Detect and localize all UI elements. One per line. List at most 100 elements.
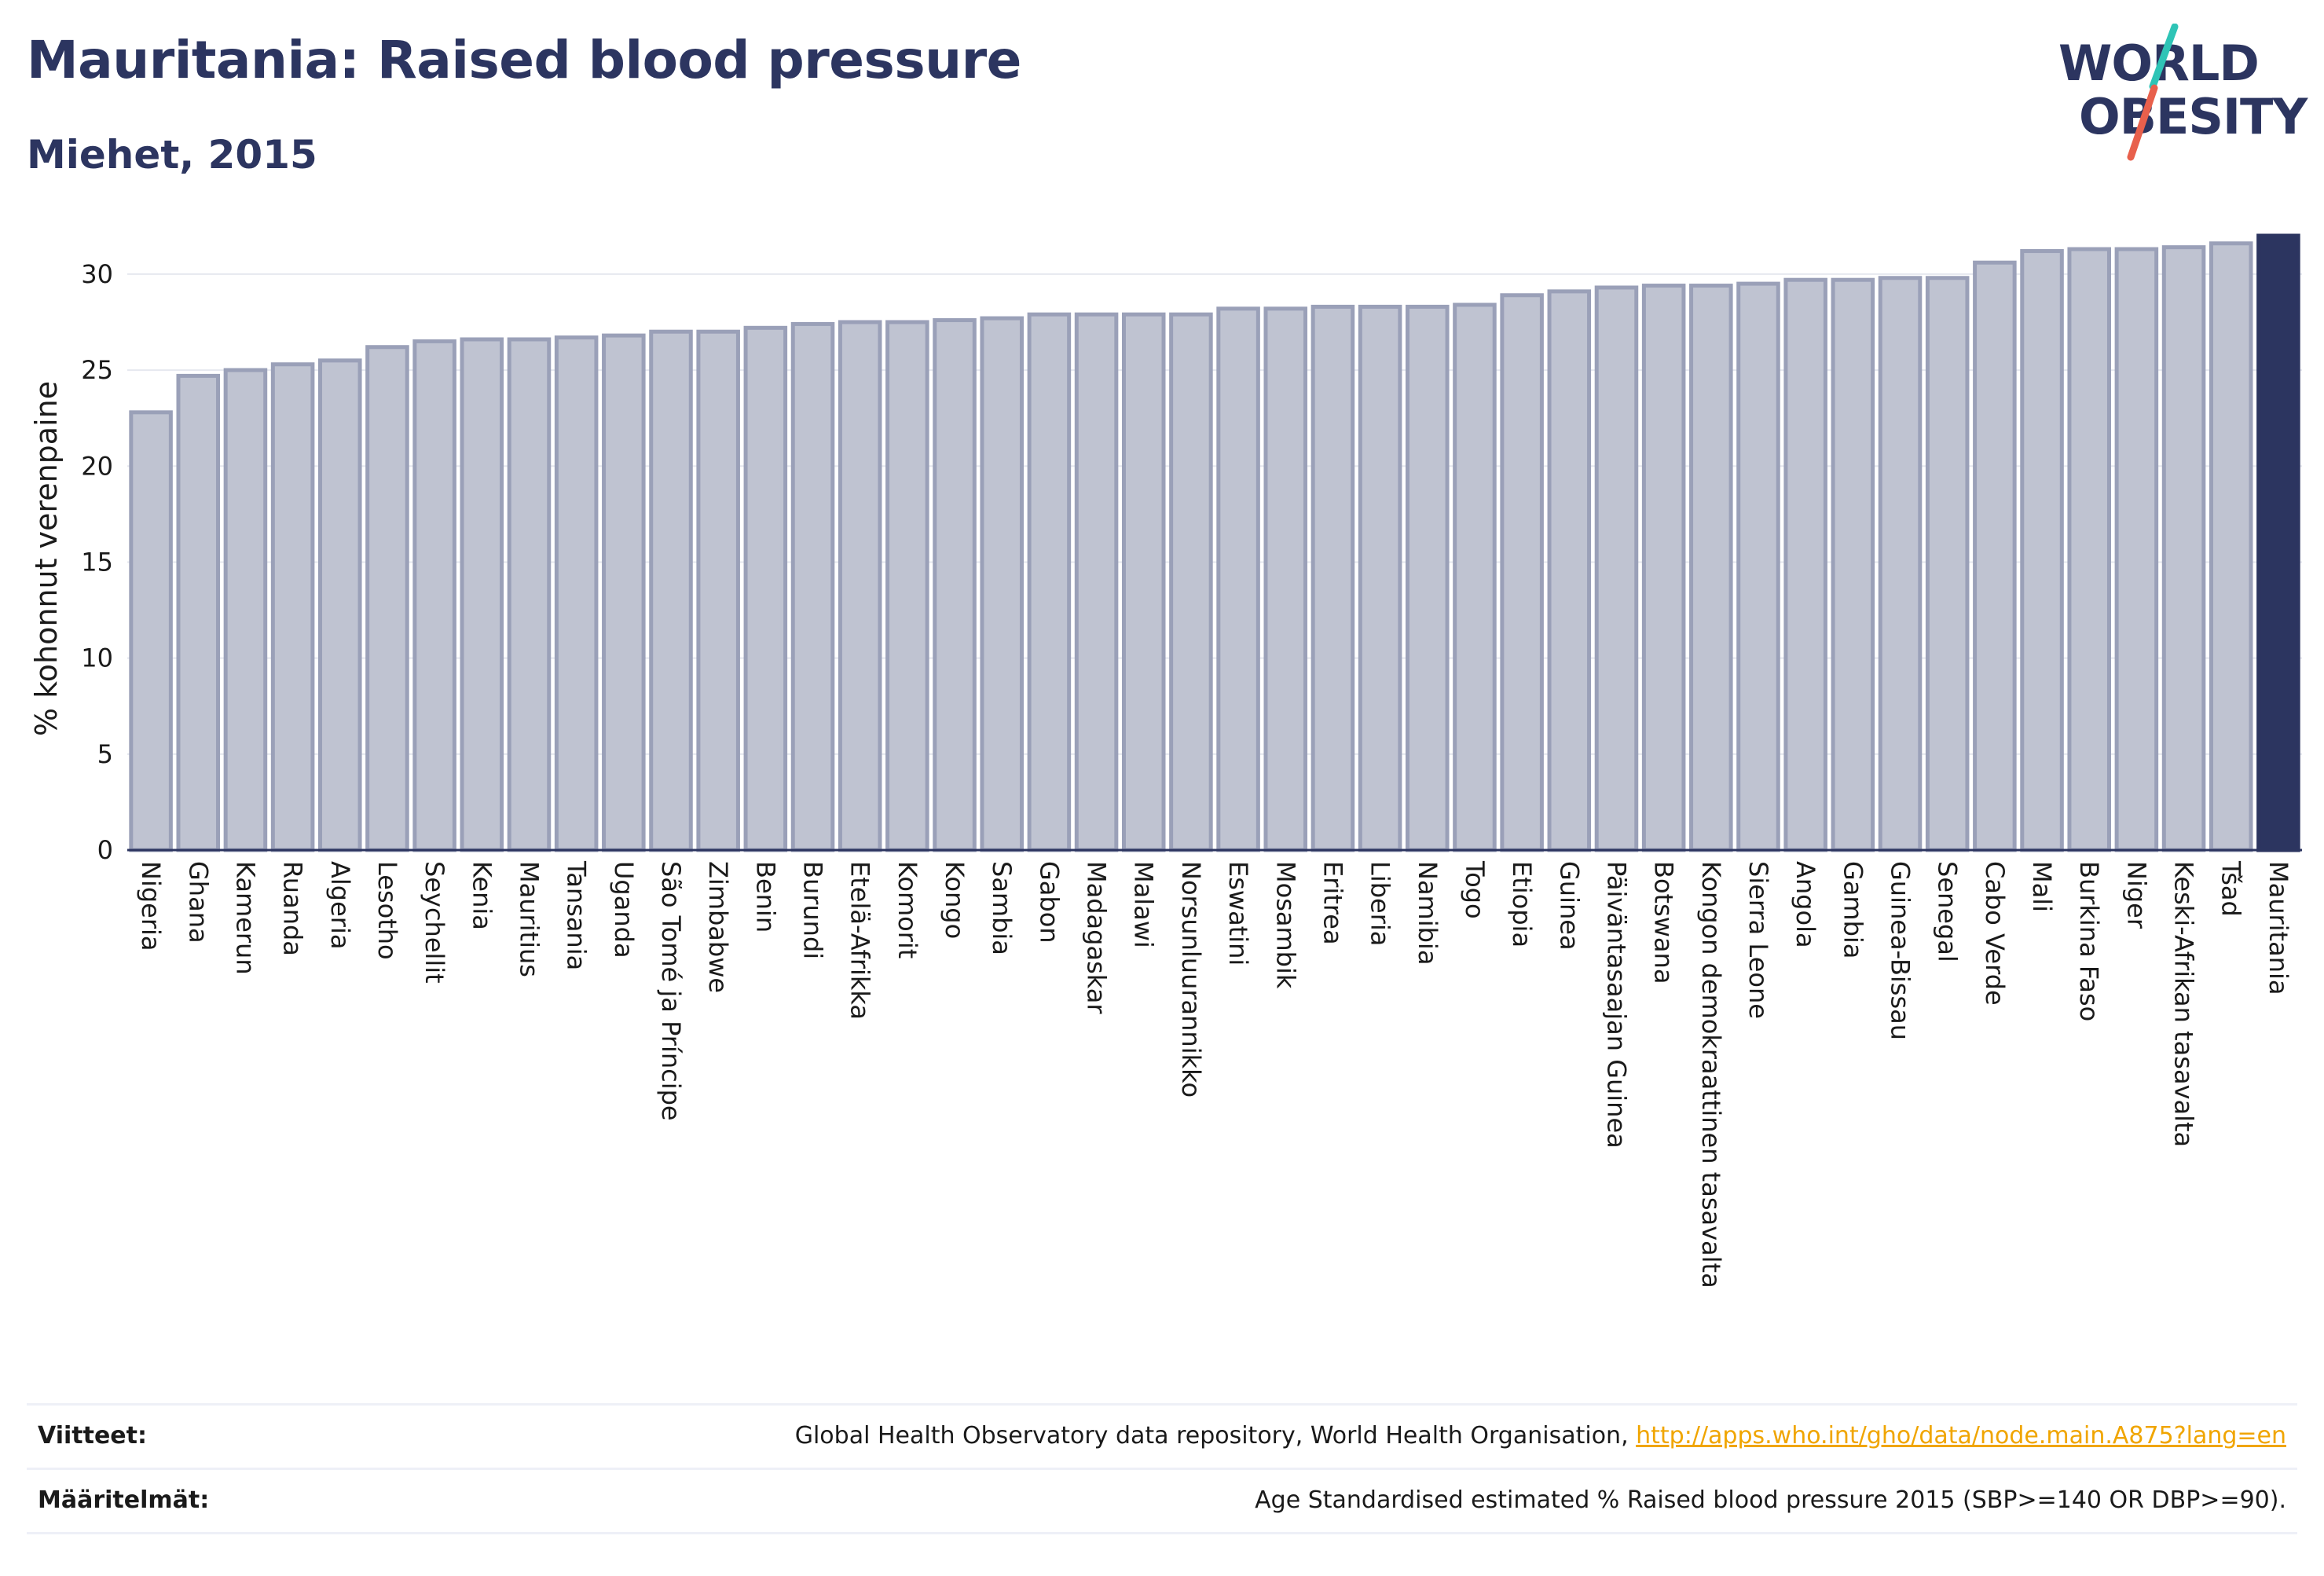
x-tick-label: Eritrea (1318, 861, 1347, 945)
sources-link[interactable]: http://apps.who.int/gho/data/node.main.A… (1636, 1422, 2286, 1450)
bar-guinea (1547, 289, 1592, 852)
bar-nigeria (129, 410, 173, 852)
bar-komorit (885, 320, 929, 852)
x-tick-label: Sambia (987, 861, 1017, 955)
logo-line-2: OBESITY (2079, 88, 2308, 145)
sources-label: Viitteet: (38, 1422, 147, 1450)
x-tick-label: Togo (1460, 860, 1490, 919)
y-tick-label: 25 (81, 355, 113, 385)
y-tick-label: 5 (97, 739, 113, 769)
bar-madagaskar (1074, 312, 1119, 852)
x-tick-label: Niger (2121, 861, 2151, 929)
x-tick-label: Malawi (1129, 861, 1159, 948)
bar-mauritius (507, 337, 552, 852)
x-tick-label: Liberia (1365, 861, 1395, 946)
chart-subtitle: Miehet, 2015 (27, 132, 317, 178)
x-tick-label: Namibia (1413, 861, 1442, 965)
x-tick-label: Burundi (798, 861, 828, 959)
x-tick-label: Seychellit (420, 861, 449, 984)
x-tick-label: Mauritania (2264, 861, 2293, 995)
y-tick-label: 20 (81, 451, 113, 481)
bars (129, 233, 2300, 852)
bar-lesotho (365, 345, 409, 852)
bar-algeria (318, 358, 362, 852)
x-tick-label: Etelä-Afrikka (845, 861, 875, 1020)
x-tick-label: Guinea-Bissau (1886, 861, 1915, 1040)
x-tick-label: Komorit (893, 861, 922, 958)
chart-title: Mauritania: Raised blood pressure (27, 30, 1021, 90)
y-axis-label: % kohonnut verenpaine (29, 381, 64, 736)
bar-namibia (1406, 304, 1450, 852)
x-tick-label: Etiopia (1507, 861, 1537, 947)
x-tick-label: Burkina Faso (2074, 861, 2104, 1021)
bar-norsunluurannikko (1169, 312, 1213, 852)
bar-senegal (1925, 276, 1970, 852)
logo-slash-icon (2127, 24, 2179, 161)
bar-niger (2114, 247, 2159, 852)
sources-text: Global Health Observatory data repositor… (794, 1422, 1637, 1450)
x-tick-label: Madagaskar (1082, 861, 1112, 1014)
x-tick-label: Mosambik (1270, 861, 1300, 989)
bar-sambia (980, 316, 1024, 852)
definitions-label: Määritelmät: (38, 1486, 210, 1514)
x-tick-label: Lesotho (372, 861, 402, 960)
x-tick-label: Mali (2027, 861, 2057, 912)
x-tick-label: Botswana (1649, 861, 1679, 984)
x-tick-label: Ruanda (278, 861, 308, 956)
bar-mosambik (1263, 306, 1308, 852)
x-tick-label: Tšad (2216, 860, 2246, 917)
x-tick-label: São Tomé ja Príncipe (656, 861, 686, 1121)
bar-botswana (1641, 284, 1686, 852)
x-tick-label: Algeria (325, 861, 355, 949)
sources-value: Global Health Observatory data repositor… (795, 1422, 2286, 1450)
y-axis-ticks: 0 5 10 15 20 25 30 (81, 259, 113, 865)
bar-liberia (1358, 304, 1402, 852)
x-tick-label: Cabo Verde (1980, 861, 2010, 1006)
bar-benin (743, 325, 788, 852)
x-tick-label: Kenia (467, 861, 497, 930)
x-tick-label: Gabon (1034, 861, 1064, 944)
x-tick-label: Norsunluurannikko (1176, 861, 1206, 1098)
bar-eswatini (1216, 306, 1260, 852)
bar-zimbabwe (696, 329, 740, 852)
bar-s-o-tom-ja-pr-ncipe (649, 329, 693, 852)
x-tick-label: Ghana (183, 861, 213, 944)
bar-ghana (176, 373, 221, 852)
bar-kenia (460, 337, 504, 852)
bar-sierra-leone (1736, 281, 1780, 852)
world-obesity-logo: WORLD OBESITY (2043, 24, 2310, 165)
bar-tansania (554, 335, 599, 852)
bar-burundi (790, 321, 835, 852)
bar-t-ad (2209, 241, 2253, 852)
x-tick-label: Uganda (609, 861, 639, 958)
bar-kongo (933, 318, 977, 852)
x-tick-label: Gambia (1838, 861, 1868, 958)
y-tick-label: 30 (81, 259, 113, 289)
bar-eritrea (1310, 304, 1355, 852)
x-tick-label: Benin (750, 861, 780, 933)
bar-gabon (1027, 312, 1072, 852)
bar-gambia (1831, 277, 1875, 852)
bar-burkina-faso (2067, 247, 2111, 852)
bar-seychellit (412, 339, 456, 852)
definitions-text: Age Standardised estimated % Raised bloo… (1255, 1486, 2286, 1514)
bar-togo (1453, 302, 1497, 852)
bar-cabo-verde (1973, 260, 2017, 852)
y-tick-label: 10 (81, 643, 113, 673)
x-tick-label: Kongo (940, 861, 970, 939)
x-tick-label: Senegal (1933, 861, 1963, 962)
bar-mauritania (2256, 233, 2300, 852)
bar-p-iv-ntasaajan-guinea (1594, 285, 1639, 852)
x-tick-label: Päiväntasaajan Guinea (1601, 861, 1631, 1149)
y-tick-label: 15 (81, 547, 113, 577)
footer-divider (27, 1532, 2297, 1534)
x-tick-label: Nigeria (136, 861, 166, 951)
x-tick-label: Mauritius (514, 861, 544, 977)
x-tick-label: Tansania (562, 860, 592, 970)
bar-kongon-demokraattinen-tasavalta (1689, 284, 1733, 852)
x-tick-label: Angola (1791, 861, 1820, 948)
bar-keski-afrikan-tasavalta (2161, 245, 2206, 852)
x-axis-labels: Nigeria Ghana Kamerun Ruanda Algeria Lesotho S… (136, 860, 2293, 1288)
x-tick-label: Zimbabwe (703, 861, 733, 993)
bar-kamerun (223, 368, 268, 852)
